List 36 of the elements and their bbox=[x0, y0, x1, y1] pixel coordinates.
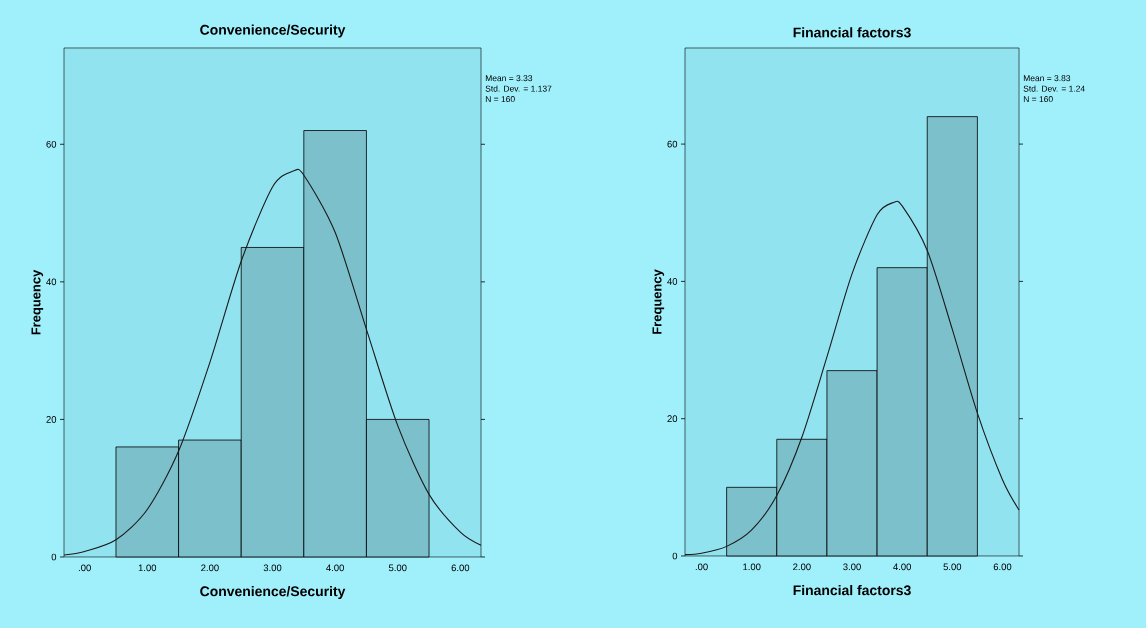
x-tick-label: 1.00 bbox=[743, 563, 761, 571]
line-series bbox=[63, 169, 482, 556]
chart-title: Convenience/Security bbox=[200, 24, 346, 38]
x-tick-label: 3.00 bbox=[843, 563, 861, 571]
x-axis-title: Convenience/Security bbox=[200, 586, 346, 599]
x-axis-title: Financial factors3 bbox=[793, 585, 911, 596]
text: Std. Dev. = 1.24 bbox=[1023, 85, 1085, 92]
x-tick-label: .00 bbox=[78, 564, 91, 572]
x-tick-label: 4.00 bbox=[893, 563, 911, 571]
x-tick-label: 2.00 bbox=[793, 563, 811, 571]
y-tick-label: 60 bbox=[667, 140, 678, 148]
x-tick-label: 1.00 bbox=[138, 564, 157, 572]
x-tick-label: 5.00 bbox=[943, 563, 962, 571]
y-axis-title: Frequency bbox=[652, 269, 665, 334]
x-tick-label: 5.00 bbox=[388, 564, 407, 572]
y-tick-label: 40 bbox=[46, 278, 57, 286]
y-tick-label: 60 bbox=[46, 140, 57, 148]
text: Mean = 3.33 bbox=[485, 75, 533, 82]
y-tick-label: 40 bbox=[667, 278, 678, 285]
line-series bbox=[684, 200, 1020, 556]
x-tick-label: 6.00 bbox=[451, 564, 470, 572]
x-tick-label: 4.00 bbox=[326, 564, 344, 572]
text: N = 160 bbox=[1023, 96, 1053, 103]
y-axis-title: Frequency bbox=[31, 269, 44, 335]
text: Std. Dev. = 1.137 bbox=[485, 85, 552, 92]
x-tick-label: 3.00 bbox=[263, 564, 282, 572]
y-tick-label: 0 bbox=[51, 553, 57, 561]
y-tick-label: 20 bbox=[667, 415, 678, 423]
text: N = 160 bbox=[485, 96, 515, 103]
chart-title: Financial factors3 bbox=[793, 27, 911, 38]
x-tick-label: 2.00 bbox=[201, 564, 219, 572]
x-tick-label: 6.00 bbox=[993, 563, 1012, 571]
y-tick-label: 20 bbox=[46, 416, 57, 423]
text: Mean = 3.83 bbox=[1023, 75, 1071, 82]
x-tick-label: .00 bbox=[695, 563, 708, 571]
y-tick-label: 0 bbox=[672, 552, 678, 560]
